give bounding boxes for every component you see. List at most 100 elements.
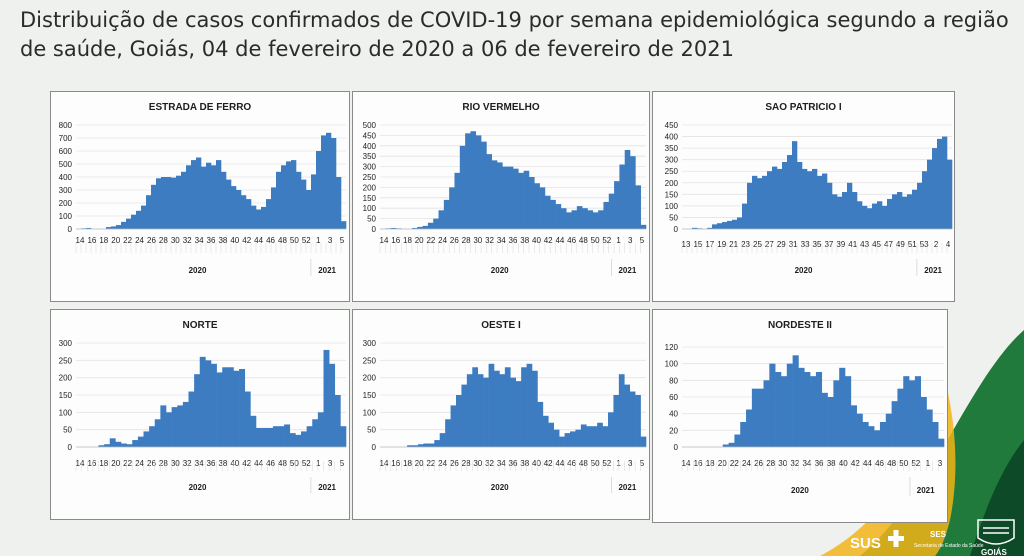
bar — [868, 426, 875, 447]
x-tick-label: 32 — [485, 459, 494, 468]
bar — [597, 422, 603, 447]
bar — [222, 367, 229, 447]
chart-title: NORTE — [182, 320, 218, 331]
x-tick-label: 40 — [230, 459, 239, 468]
y-tick-label: 20 — [669, 426, 678, 435]
bar — [717, 223, 723, 229]
bar — [722, 222, 728, 229]
x-tick-label: 31 — [789, 240, 798, 249]
bar — [250, 415, 257, 447]
bar — [732, 219, 738, 229]
bar — [792, 355, 799, 447]
y-tick-label: 350 — [363, 152, 377, 161]
bar — [417, 226, 423, 229]
y-tick-label: 40 — [669, 410, 678, 419]
bar — [827, 182, 833, 229]
x-tick-label: 30 — [778, 459, 787, 468]
goias-logo-text: GOIÁS — [981, 548, 1007, 556]
bar — [780, 376, 788, 447]
x-tick-label: 13 — [682, 240, 691, 249]
bar — [411, 227, 418, 229]
bar — [486, 154, 493, 229]
x-tick-label: 20 — [415, 459, 424, 468]
x-tick-label: 30 — [473, 236, 482, 245]
x-tick-label: 48 — [579, 236, 588, 245]
y-tick-label: 150 — [363, 391, 377, 400]
x-tick-label: 23 — [741, 240, 750, 249]
bar — [746, 409, 753, 447]
bar — [891, 401, 898, 447]
x-tick-label: 38 — [520, 236, 529, 245]
bar — [201, 166, 207, 229]
bar — [630, 156, 636, 229]
y-tick-label: 120 — [665, 343, 679, 352]
bar — [109, 438, 116, 447]
bar — [434, 440, 441, 447]
year-label: 2021 — [618, 483, 636, 492]
bar — [470, 131, 477, 229]
bar — [137, 436, 144, 447]
bar — [439, 433, 446, 447]
bar — [769, 363, 776, 447]
x-tick-label: 34 — [195, 236, 204, 245]
bar — [782, 161, 788, 229]
bar — [640, 436, 647, 447]
bar — [256, 209, 262, 229]
y-tick-label: 450 — [363, 131, 377, 140]
y-tick-label: 100 — [59, 212, 73, 221]
bar — [422, 225, 429, 229]
x-tick-label: 24 — [135, 459, 144, 468]
y-tick-label: 200 — [59, 374, 73, 383]
bar — [418, 444, 424, 447]
y-tick-label: 250 — [665, 167, 679, 176]
bar — [226, 179, 232, 229]
dark-green-wave-shape — [970, 440, 1024, 556]
x-tick-label: 25 — [753, 240, 762, 249]
bar — [494, 370, 500, 447]
bar — [827, 397, 834, 447]
bar — [692, 227, 698, 229]
x-tick-label: 2 — [934, 240, 939, 249]
bar — [502, 166, 508, 229]
x-tick-label: 24 — [438, 236, 447, 245]
bar — [443, 199, 450, 229]
chart-panel-5: OESTE I 0 50 100 150 200 250 300 14 16 18 20 22 24 26 2… — [352, 309, 650, 520]
x-tick-label: 44 — [254, 236, 263, 245]
y-tick-label: 0 — [68, 443, 73, 452]
bar — [587, 210, 594, 229]
x-tick-label: 18 — [99, 236, 108, 245]
bar — [777, 168, 783, 229]
bar — [301, 179, 307, 229]
bar — [267, 427, 274, 447]
bar — [191, 160, 197, 229]
bar — [126, 218, 132, 229]
x-tick-label: 52 — [602, 236, 611, 245]
year-label: 2020 — [491, 266, 509, 275]
bar — [885, 413, 892, 447]
chart-title: NORDESTE II — [768, 320, 832, 331]
bar — [618, 374, 625, 447]
bar — [938, 438, 945, 447]
bar — [920, 397, 927, 447]
x-tick-label: 53 — [920, 240, 929, 249]
bar — [797, 161, 803, 229]
bar — [727, 220, 733, 229]
bar — [832, 194, 838, 229]
bar — [752, 175, 758, 229]
bar — [289, 433, 296, 447]
year-label: 2020 — [491, 483, 509, 492]
bar — [862, 422, 869, 447]
bar — [526, 363, 533, 447]
y-tick-label: 60 — [669, 393, 678, 402]
bar — [798, 367, 805, 447]
chart-title: RIO VERMELHO — [462, 102, 540, 113]
bar — [146, 195, 152, 229]
bar — [892, 194, 898, 229]
bar — [407, 445, 413, 447]
y-tick-label: 250 — [363, 356, 377, 365]
x-tick-label: 52 — [302, 236, 311, 245]
bar — [772, 166, 778, 229]
bar — [321, 135, 327, 229]
